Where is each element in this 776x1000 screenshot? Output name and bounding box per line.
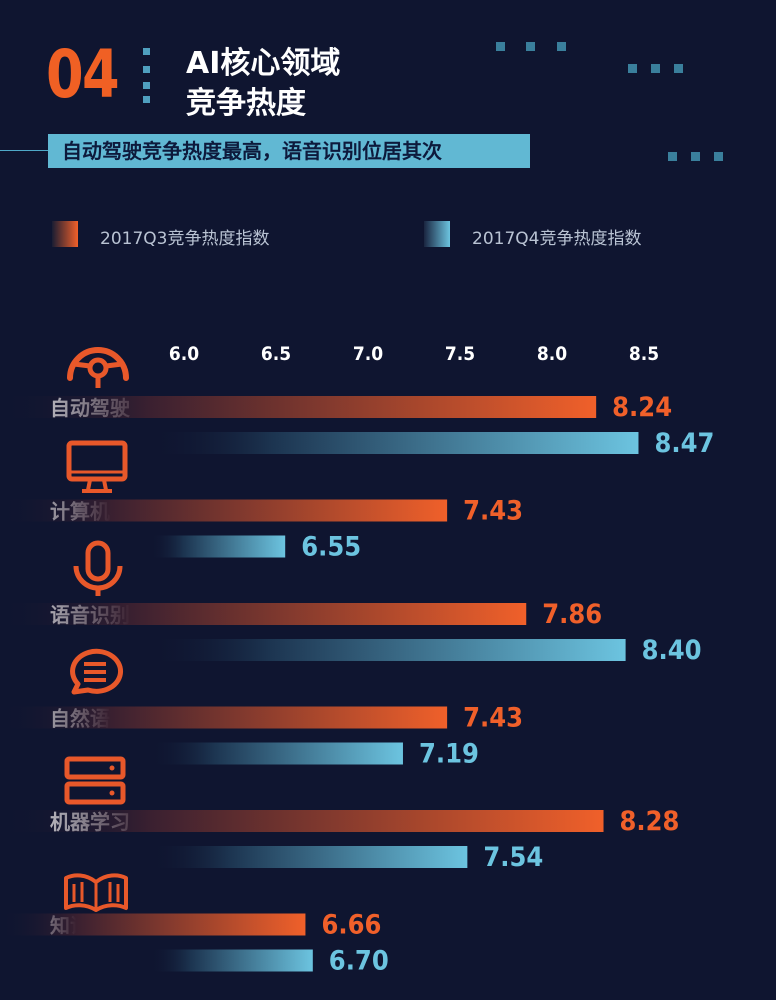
decor-square — [714, 152, 723, 161]
value-label-q3: 7.43 — [463, 703, 523, 734]
legend-label-q4: 2017Q4竞争热度指数 — [472, 229, 642, 249]
separator-dot — [143, 82, 150, 89]
bar-q3 — [0, 499, 448, 522]
bar-q3 — [0, 706, 448, 729]
subtitle-line — [0, 150, 48, 151]
legend-swatch-q3 — [52, 221, 78, 247]
value-label-q4: 7.54 — [483, 842, 543, 873]
book-icon — [64, 873, 128, 912]
separator-dot — [143, 96, 150, 103]
bar-q4 — [150, 535, 286, 558]
decor-square — [651, 64, 660, 73]
decor-square — [674, 64, 683, 73]
page-title-line1: AI核心领域 — [186, 46, 341, 81]
decor-square — [668, 152, 677, 161]
legend-label-q3: 2017Q3竞争热度指数 — [100, 229, 270, 249]
bar-q3 — [0, 913, 306, 936]
subtitle-banner: 自动驾驶竞争热度最高，语音识别位居其次 — [48, 134, 530, 168]
value-label-q3: 6.66 — [321, 910, 381, 941]
value-label-q4: 7.19 — [419, 739, 479, 770]
bar-q4 — [150, 432, 639, 454]
bar-q4 — [150, 846, 468, 868]
decor-square — [557, 42, 566, 51]
steering-wheel-icon — [67, 347, 129, 388]
x-tick-label: 7.5 — [445, 343, 475, 365]
x-tick-label: 8.5 — [629, 343, 659, 365]
value-label-q3: 8.24 — [612, 392, 672, 423]
legend-swatch-q4 — [424, 221, 450, 247]
decor-square — [628, 64, 637, 73]
bar-q3 — [0, 603, 527, 625]
decor-square — [526, 42, 535, 51]
page-title-line2: 竞争热度 — [186, 86, 306, 121]
decor-square — [496, 42, 505, 51]
x-tick-label: 6.0 — [169, 343, 199, 365]
bar-q4 — [150, 949, 313, 972]
bar-q4 — [150, 639, 626, 661]
server-icon — [64, 756, 126, 805]
monitor-icon — [66, 440, 128, 493]
bar-q3 — [0, 396, 597, 418]
chat-bubble-icon — [70, 648, 123, 695]
value-label-q4: 8.47 — [654, 428, 714, 459]
section-number: 04 — [46, 36, 120, 113]
value-label-q3: 7.43 — [463, 496, 523, 527]
decor-square — [691, 152, 700, 161]
value-label-q3: 8.28 — [620, 806, 680, 837]
value-label-q3: 7.86 — [542, 599, 602, 630]
value-label-q4: 6.55 — [301, 532, 361, 563]
bar-q3 — [0, 810, 604, 832]
microphone-icon — [73, 540, 123, 596]
separator-dot — [143, 66, 150, 73]
x-tick-label: 6.5 — [261, 343, 291, 365]
value-label-q4: 8.40 — [642, 635, 702, 666]
separator-dot — [143, 48, 150, 55]
x-tick-label: 7.0 — [353, 343, 383, 365]
value-label-q4: 6.70 — [329, 946, 389, 977]
bar-q4 — [150, 742, 403, 765]
x-tick-label: 8.0 — [537, 343, 567, 365]
